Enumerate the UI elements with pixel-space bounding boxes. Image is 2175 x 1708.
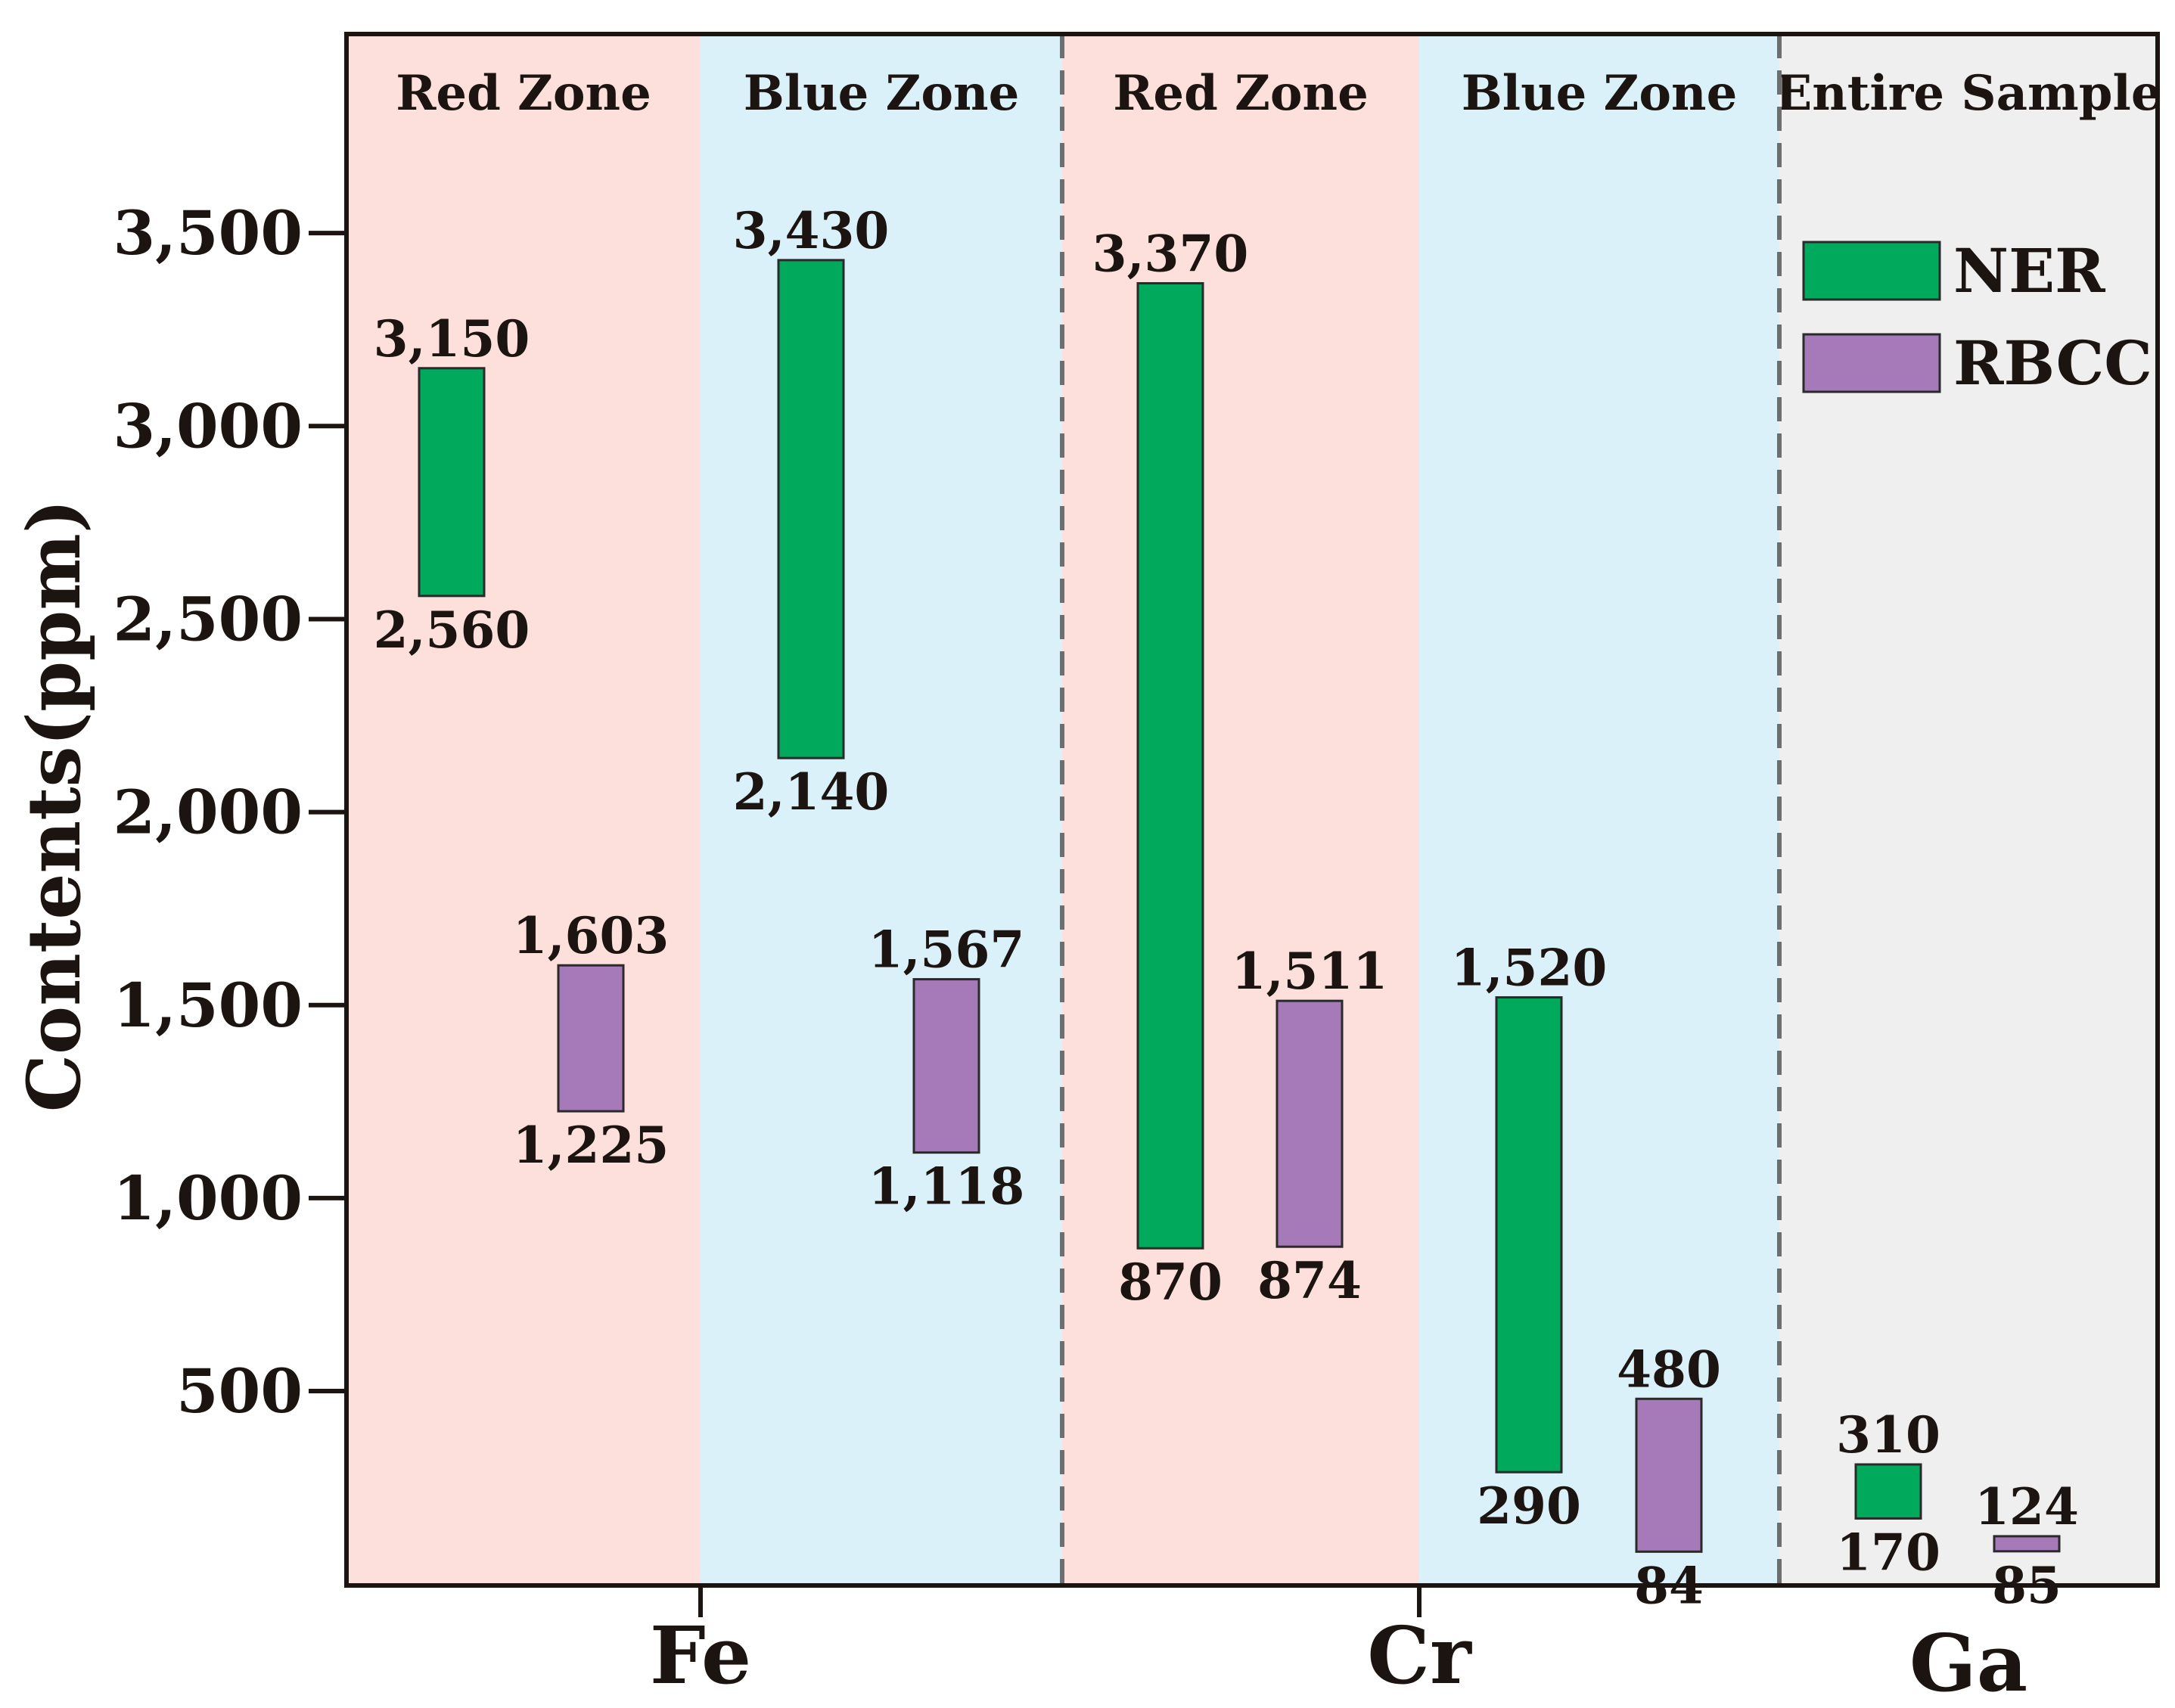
- ner-low-label-zone-2: 2,140: [733, 762, 890, 821]
- x-axis-label-fe: Fe: [650, 1609, 751, 1702]
- zone-background-1: [346, 34, 701, 1585]
- ner-high-label-zone-1: 3,150: [374, 309, 530, 368]
- ner-low-label-zone-3: 870: [1118, 1253, 1223, 1312]
- y-tick-label-2000: 2,000: [113, 777, 303, 848]
- x-axis-label-ga: Ga: [1909, 1616, 2027, 1704]
- rbcc-bar-zone-1: [557, 964, 625, 1113]
- zone-background-2: [701, 34, 1062, 1585]
- zone-label-3: Red Zone: [1113, 65, 1369, 122]
- rbcc-high-label-zone-5: 124: [1975, 1477, 2079, 1536]
- legend-swatch-ner: [1802, 241, 1941, 301]
- ner-bar-zone-2: [777, 259, 845, 759]
- plot-border: [344, 32, 2160, 1588]
- rbcc-bar-zone-3: [1275, 999, 1344, 1248]
- rbcc-high-label-zone-1: 1,603: [513, 906, 670, 965]
- ner-high-label-zone-3: 3,370: [1092, 224, 1249, 283]
- ner-bar-zone-5: [1854, 1463, 1922, 1520]
- rbcc-high-label-zone-4: 480: [1617, 1340, 1721, 1399]
- ner-bar-zone-1: [418, 367, 486, 598]
- zone-label-5: Entire Sample: [1775, 65, 2161, 122]
- legend-label-rbcc: RBCC: [1953, 328, 2152, 399]
- rbcc-low-label-zone-1: 1,225: [513, 1116, 670, 1175]
- ner-low-label-zone-5: 170: [1836, 1523, 1940, 1582]
- rbcc-bar-zone-2: [912, 978, 980, 1154]
- rbcc-low-label-zone-4: 84: [1634, 1556, 1704, 1615]
- rbcc-low-label-zone-5: 85: [1992, 1556, 2062, 1615]
- zone-background-3: [1062, 34, 1419, 1585]
- rbcc-high-label-zone-3: 1,511: [1232, 942, 1388, 1001]
- ner-bar-zone-4: [1495, 996, 1563, 1474]
- ner-high-label-zone-5: 310: [1836, 1405, 1940, 1464]
- ner-bar-zone-3: [1136, 281, 1204, 1250]
- x-axis-label-cr: Cr: [1367, 1609, 1472, 1702]
- rbcc-low-label-zone-2: 1,118: [868, 1157, 1025, 1216]
- zone-background-4: [1419, 34, 1779, 1585]
- legend-label-ner: NER: [1953, 235, 2105, 306]
- y-tick-label-3500: 3,500: [113, 197, 303, 269]
- y-tick-label-2500: 2,500: [113, 583, 303, 654]
- ner-low-label-zone-1: 2,560: [374, 601, 530, 660]
- ner-low-label-zone-4: 290: [1477, 1477, 1581, 1536]
- y-tick-label-1500: 1,500: [113, 970, 303, 1041]
- zone-label-4: Blue Zone: [1462, 65, 1738, 122]
- zone-label-2: Blue Zone: [744, 65, 1020, 122]
- ner-high-label-zone-2: 3,430: [733, 201, 890, 260]
- y-tick-label-1000: 1,000: [113, 1163, 303, 1234]
- rbcc-high-label-zone-2: 1,567: [868, 921, 1025, 980]
- ner-high-label-zone-4: 1,520: [1451, 939, 1608, 998]
- legend-swatch-rbcc: [1802, 333, 1941, 393]
- rbcc-low-label-zone-3: 874: [1257, 1251, 1362, 1310]
- y-axis-title: Contents(ppm): [11, 499, 97, 1113]
- y-tick-label-3000: 3,000: [113, 390, 303, 461]
- zone-label-1: Red Zone: [396, 65, 651, 122]
- y-tick-label-500: 500: [176, 1356, 303, 1427]
- rbcc-bar-zone-5: [1993, 1535, 2061, 1553]
- rbcc-bar-zone-4: [1635, 1397, 1703, 1553]
